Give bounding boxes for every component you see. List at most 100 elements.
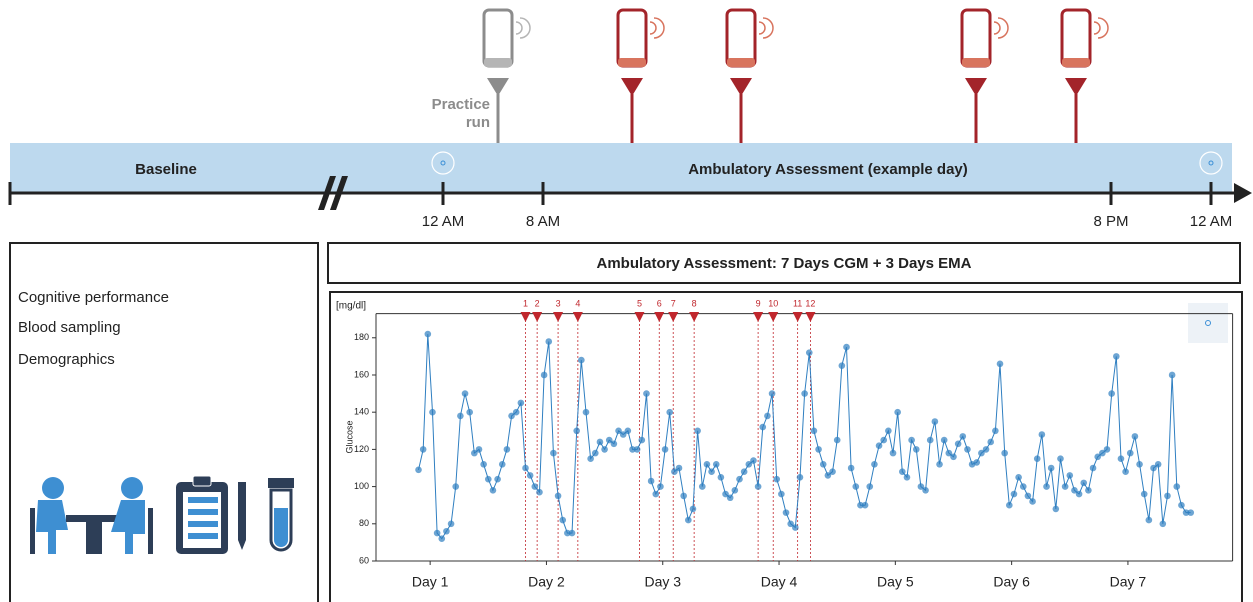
- person-icon: [42, 477, 64, 499]
- glucose-point: [885, 427, 892, 435]
- ema-label: 3: [556, 298, 561, 308]
- glucose-point: [982, 446, 990, 453]
- phone: [1060, 8, 1092, 68]
- ema-marker: [792, 312, 803, 322]
- x-tick-label: Day 3: [644, 574, 681, 590]
- ema-marker: [572, 312, 583, 322]
- time-axis-arrow: [1234, 183, 1252, 203]
- glucose-point: [587, 455, 594, 462]
- glucose-point: [978, 449, 985, 457]
- phone-pointer: [621, 78, 643, 96]
- phone-pointer: [965, 78, 987, 96]
- glucose-point: [429, 408, 436, 416]
- glucose-point: [1168, 371, 1176, 379]
- glucose-point: [1187, 509, 1195, 516]
- ema-label: 10: [768, 298, 778, 308]
- glucose-point: [712, 460, 720, 468]
- phone: [616, 8, 648, 68]
- phone-pointer: [1065, 78, 1087, 96]
- tube-icon: [268, 478, 294, 488]
- ema-marker: [520, 312, 531, 322]
- y-tick-label: 80: [359, 518, 369, 528]
- header-box: [327, 242, 1241, 284]
- y-tick-label: 160: [354, 369, 369, 379]
- glucose-point: [908, 436, 915, 444]
- practice-label: run: [466, 114, 490, 131]
- glucose-point: [852, 483, 860, 490]
- glucose-point: [489, 487, 497, 494]
- clipboard-icon: [192, 475, 212, 487]
- panel-item: Blood sampling: [18, 319, 121, 336]
- glucose-point: [540, 371, 548, 379]
- y-tick-label: 120: [354, 444, 369, 454]
- glucose-point: [722, 490, 729, 498]
- glucose-point: [768, 390, 776, 397]
- phase-label: Ambulatory Assessment (example day): [688, 161, 968, 178]
- glucose-point: [675, 464, 683, 472]
- ema-label: 8: [692, 298, 697, 308]
- glucose-point: [1126, 449, 1134, 457]
- panel-item: Demographics: [18, 351, 115, 368]
- glucose-point: [666, 408, 674, 416]
- header-title: Ambulatory Assessment: 7 Days CGM + 3 Da…: [597, 255, 972, 272]
- glucose-point: [424, 330, 432, 338]
- glucose-point: [1061, 483, 1069, 490]
- glucose-point: [926, 436, 934, 444]
- ema-marker: [689, 312, 700, 322]
- glucose-point: [810, 427, 818, 435]
- glucose-point: [633, 446, 641, 453]
- x-tick-label: Day 1: [412, 574, 449, 590]
- glucose-point: [750, 457, 757, 464]
- baseline-panel: [9, 242, 319, 602]
- glucose-point: [1080, 479, 1088, 487]
- glucose-point: [824, 472, 832, 479]
- glucose-point: [1159, 520, 1167, 528]
- glucose-point: [1117, 455, 1125, 462]
- glucose-point: [1029, 498, 1036, 505]
- glucose-point: [647, 477, 655, 485]
- glucose-point: [1154, 460, 1162, 468]
- glucose-point: [698, 483, 706, 490]
- glucose-point: [838, 362, 846, 369]
- table-icon: [86, 522, 102, 554]
- ema-label: 1: [523, 298, 528, 308]
- glucose-point: [945, 449, 953, 457]
- glucose-point: [708, 468, 715, 476]
- glucose-point: [922, 487, 929, 494]
- x-tick-label: Day 6: [993, 574, 1030, 590]
- sensor-icon-dot: [440, 160, 446, 166]
- glucose-point: [559, 516, 567, 524]
- y-tick-label: 100: [354, 481, 369, 491]
- glucose-point: [1033, 455, 1041, 462]
- glucose-point: [517, 399, 525, 407]
- phone-base: [618, 58, 646, 67]
- ema-label: 6: [657, 298, 662, 308]
- glucose-point: [652, 490, 660, 498]
- person-icon: [121, 477, 143, 499]
- ema-label: 9: [756, 298, 761, 308]
- pen-icon: [238, 482, 246, 550]
- time-label: 8 PM: [1093, 213, 1128, 230]
- glucose-point: [778, 490, 785, 498]
- glucose-point: [931, 418, 939, 425]
- phone-base: [727, 58, 755, 67]
- glucose-point: [1071, 487, 1078, 494]
- ema-label: 5: [637, 298, 642, 308]
- practice-label: Practice: [432, 96, 490, 113]
- glucose-point: [1066, 472, 1074, 479]
- glucose-point: [1108, 390, 1115, 397]
- glucose-point: [959, 433, 967, 440]
- glucose-point: [940, 436, 948, 444]
- person-icon: [111, 500, 145, 554]
- phone-base: [484, 58, 512, 67]
- unit-label: [mg/dl]: [336, 301, 366, 312]
- glucose-point: [1131, 433, 1139, 440]
- glucose-point: [610, 440, 618, 448]
- glucose-point: [731, 487, 739, 494]
- glucose-point: [461, 390, 469, 397]
- glucose-point: [912, 446, 920, 453]
- y-axis-label: Glucose: [344, 420, 354, 453]
- phones: [482, 8, 1109, 143]
- glucose-point: [1182, 509, 1190, 516]
- timeline-band: [10, 143, 1232, 193]
